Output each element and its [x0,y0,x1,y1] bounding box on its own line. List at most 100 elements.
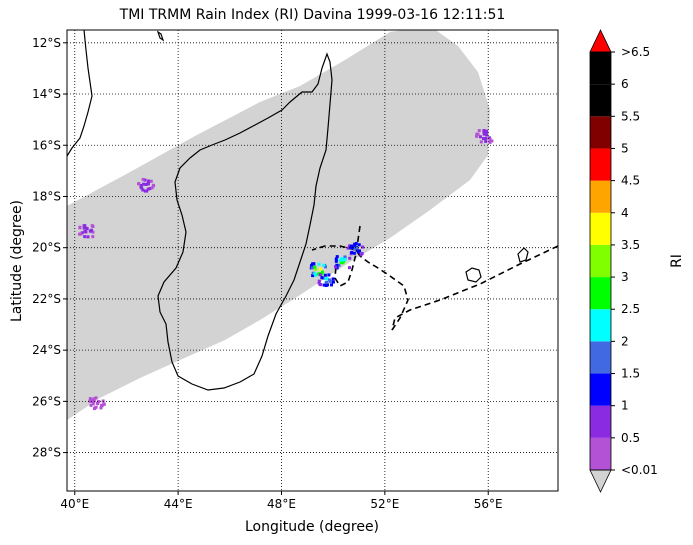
rain-pixel [482,129,486,133]
rain-pixel [91,230,95,234]
y-tick-label: 12°S [32,36,61,50]
rain-pixel [481,137,485,141]
africa-coastline [67,30,93,157]
x-tick-label: 52°E [370,497,399,511]
rain-pixel [356,250,360,254]
colorbar-segment [590,52,611,85]
rain-pixel [94,396,98,400]
rain-pixel [88,397,92,401]
rain-pixel [150,186,154,190]
y-tick-label: 28°S [32,446,61,460]
satellite-swath [67,30,490,420]
rain-pixel [355,246,359,250]
rain-pixel [485,133,489,137]
storm-track [311,225,558,331]
rain-pixel [143,178,147,182]
rain-pixel [335,263,339,267]
rain-pixel [340,257,344,261]
rain-pixel [140,186,144,190]
x-tick-label: 56°E [474,497,503,511]
rain-pixel [312,262,316,266]
colorbar-segment [590,341,611,374]
rain-pixel [331,280,335,284]
colorbar-tick-label: 4.5 [621,174,640,188]
colorbar-tick-label: 1 [621,399,629,413]
rain-pixel [84,230,88,234]
colorbar-segment [590,148,611,181]
rain-pixel [313,273,317,277]
x-tick-label: 40°E [60,497,89,511]
rain-pixel [141,188,145,192]
rain-pixel [314,268,318,272]
rain-pixel [330,283,334,287]
colorbar-tick-label: 1.5 [621,367,640,381]
rain-pixel [79,232,83,236]
rain-pixel [90,224,94,228]
colorbar-segment [590,84,611,117]
rain-pixel [86,235,90,239]
rain-pixel [350,250,354,254]
colorbar-frame [589,51,612,471]
colorbar-over-arrow [589,29,612,53]
rain-pixel [141,177,145,181]
rain-pixel [335,255,339,259]
x-tick-label: 48°E [267,497,296,511]
rain-pixel [320,270,324,274]
colorbar-tick-label: 5.5 [621,109,640,123]
rain-pixel [357,243,361,247]
colorbar-tick-label: <0.01 [621,463,658,477]
rain-pixel [146,182,150,186]
rain-pixel [83,224,87,228]
rain-pixel [361,245,365,249]
x-axis-label: Longitude (degree) [245,519,379,535]
colorbar-tick-label: 3.5 [621,238,640,252]
rain-pixel [83,235,87,239]
y-tick-label: 16°S [32,138,61,152]
rain-pixel [353,246,357,250]
rain-pixel [354,241,358,245]
mauritius-coastline [465,267,482,283]
rain-pixel [347,266,351,270]
comoros-coastline [156,30,165,42]
rain-pixel [488,140,492,144]
rain-pixel [139,183,143,187]
rain-pixel [313,265,317,269]
rain-pixel [311,271,315,275]
rain-pixel [343,257,347,261]
colorbar-segment [590,437,611,470]
rain-pixel [478,135,482,139]
colorbar-segment [590,277,611,310]
rain-pixel [484,136,488,140]
rain-pixel [92,407,96,411]
map-title: TMI TRMM Rain Index (RI) Davina 1999-03-… [119,7,506,23]
rain-pixel [484,139,488,143]
colorbar-tick-label: >6.5 [621,45,650,59]
colorbar-segment [590,244,611,278]
y-tick-label: 14°S [32,87,61,101]
rain-pixel [88,399,92,403]
colorbar-segment [590,373,611,406]
colorbar-tick-label: 2 [621,334,629,348]
colorbar-label: RI [669,254,685,268]
y-tick-label: 24°S [32,343,61,357]
rain-pixel [146,187,150,191]
rain-pixel [488,136,492,140]
rain-pixel [341,258,345,262]
x-tick-label: 44°E [164,497,193,511]
rain-pixel [352,251,356,255]
rain-pixel [477,129,481,133]
rain-pixel [353,242,357,246]
y-tick-label: 18°S [32,189,61,203]
colorbar-segment [590,116,611,149]
rain-pixel [310,266,314,270]
rain-pixel [475,134,479,138]
rain-pixel [325,280,329,284]
rain-pixel [322,263,326,267]
rain-pixel [99,406,103,410]
rain-pixel [490,139,494,143]
rain-pixel [311,274,315,278]
latitude-ticks: 12°S 14°S 16°S 18°S 20°S 22°S 24°S 26°S 28°S [32,36,67,460]
rain-pixel [319,283,323,287]
rain-pixel [348,244,352,248]
rain-pixel [334,257,338,261]
